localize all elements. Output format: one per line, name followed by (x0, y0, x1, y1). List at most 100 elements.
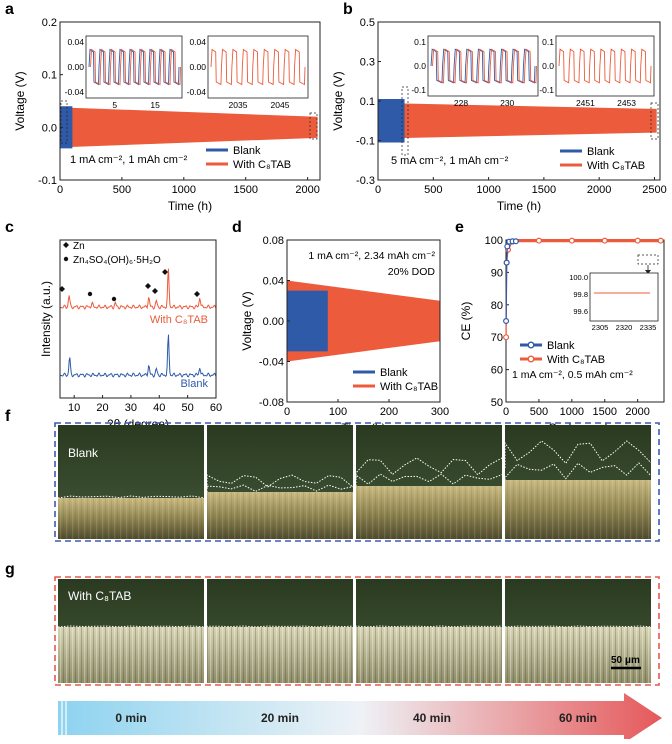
inset-x-tick-label: 2045 (271, 100, 290, 110)
timeline-label-20: 20 min (261, 711, 299, 725)
inset-series (430, 48, 536, 84)
legend-zhs-label: Zn₄SO₄(OH)₆·5H₂O (73, 255, 161, 266)
y-tick-label: 100 (485, 235, 503, 247)
electrode-texture (58, 498, 204, 539)
zoom-marker (637, 254, 659, 265)
inset-y-tick-label: -0.1 (539, 85, 554, 95)
x-tick-label: 30 (125, 402, 137, 414)
series-with-ctab (60, 107, 318, 148)
data-point (568, 237, 575, 244)
timeline-label-0: 0 min (115, 711, 146, 725)
panel-f-frames (57, 425, 654, 539)
x-tick-label: 0 (284, 406, 290, 418)
electrode-texture (505, 480, 651, 539)
zoom-marker (650, 102, 659, 140)
x-tick-label: 20 (96, 402, 108, 414)
dendrite-boundary (504, 462, 652, 480)
x-tick-label: 2000 (625, 406, 649, 418)
data-point (634, 237, 641, 244)
timeline-arrow-shape (58, 693, 662, 743)
x-tick-label: 1500 (532, 184, 556, 196)
electrode-texture (505, 627, 651, 683)
data-point (503, 334, 510, 341)
x-tick-label: 1000 (172, 184, 196, 196)
y-tick-label: 50 (491, 397, 503, 409)
x-tick-label: 300 (431, 406, 449, 418)
chart-annotation: 5 mA cm⁻², 1 mAh cm⁻² (391, 155, 509, 167)
inset-x-tick-label: 2335 (640, 323, 657, 332)
x-tick-label: 50 (182, 402, 194, 414)
x-tick-label: 1000 (560, 406, 584, 418)
x-tick-label: 0 (503, 406, 509, 418)
zoom-arrow-head (645, 270, 651, 274)
zn-peak-marker (59, 286, 65, 292)
inset-x-tick-label: 230 (500, 98, 514, 108)
xrd-label-with-ctab: With C₈TAB (150, 314, 208, 326)
panel-f-frame (54, 422, 660, 542)
electrode-texture (356, 486, 502, 539)
y-tick-label: 0.5 (360, 17, 375, 29)
data-point (503, 259, 510, 266)
x-tick-label: 200 (380, 406, 398, 418)
electrode-texture (58, 627, 204, 683)
inset-y-tick-label: 0.0 (542, 61, 554, 71)
inset-series (432, 48, 537, 84)
legend-zn-label: Zn (73, 241, 85, 252)
y-axis-label: Voltage (V) (240, 291, 254, 350)
y-tick-label: 0.00 (263, 316, 284, 328)
inset-series (210, 48, 306, 86)
xrd-series-blank (59, 334, 217, 378)
legend-label: With C₈TAB (547, 354, 605, 366)
data-point (601, 237, 608, 244)
y-tick-label: -0.3 (356, 175, 375, 187)
zoom-marker (401, 86, 409, 156)
series-blank (287, 290, 328, 352)
inset-x-tick-label: 228 (454, 98, 468, 108)
x-tick-label: 500 (424, 184, 442, 196)
inset-series (90, 48, 181, 86)
zoom-marker (309, 112, 318, 140)
chart-annotation: 1 mA cm⁻², 2.34 mAh cm⁻² (308, 250, 435, 262)
zn-peak-marker (162, 269, 168, 275)
data-point (512, 238, 519, 245)
legend-label: With C₈TAB (587, 160, 645, 172)
timeline-arrow: 0 min 20 min 40 min 60 min (58, 693, 662, 743)
legend-label: With C₈TAB (380, 381, 438, 393)
inset-y-tick-label: 0.0 (414, 61, 426, 71)
y-tick-label: 0.1 (42, 70, 57, 82)
inset-frame (589, 272, 659, 322)
inset-y-tick-label: 99.6 (573, 307, 588, 316)
dendrite-boundary (57, 625, 205, 628)
x-tick-label: 500 (530, 406, 548, 418)
panel-g-frame (54, 576, 660, 686)
data-point (504, 243, 511, 250)
legend-label: With C₈TAB (233, 159, 291, 171)
dendrite-boundary (206, 484, 354, 492)
inset-y-tick-label: 99.8 (573, 290, 588, 299)
plot-frame (59, 239, 217, 399)
dendrite-boundary (355, 625, 503, 628)
panel-letter-e: e (455, 219, 464, 236)
inset-x-tick-label: 2451 (576, 98, 595, 108)
dendrite-boundary (355, 473, 503, 486)
x-tick-label: 40 (153, 402, 165, 414)
microscopy-panel-ctab: With C₈TAB 50 μm (54, 576, 660, 686)
y-tick-label: 60 (491, 365, 503, 377)
y-tick-label: 0.08 (263, 235, 284, 247)
panel-g-frames (57, 579, 654, 683)
timeline-label-40: 40 min (413, 711, 451, 725)
x-tick-label: 2500 (642, 184, 666, 196)
zn-peak-marker (194, 291, 200, 297)
x-tick-label: 0 (57, 184, 63, 196)
y-tick-label: -0.08 (259, 397, 284, 409)
timeline-label-60: 60 min (559, 711, 597, 725)
y-axis-label: Intensity (a.u.) (39, 281, 53, 357)
inset-x-tick-label: 2453 (617, 98, 636, 108)
inset-y-tick-label: 0.04 (67, 37, 84, 47)
inset-x-tick-label: 15 (150, 100, 160, 110)
inset-series (558, 48, 652, 84)
zhs-peak-marker (111, 296, 117, 302)
x-tick-label: 10 (68, 402, 80, 414)
